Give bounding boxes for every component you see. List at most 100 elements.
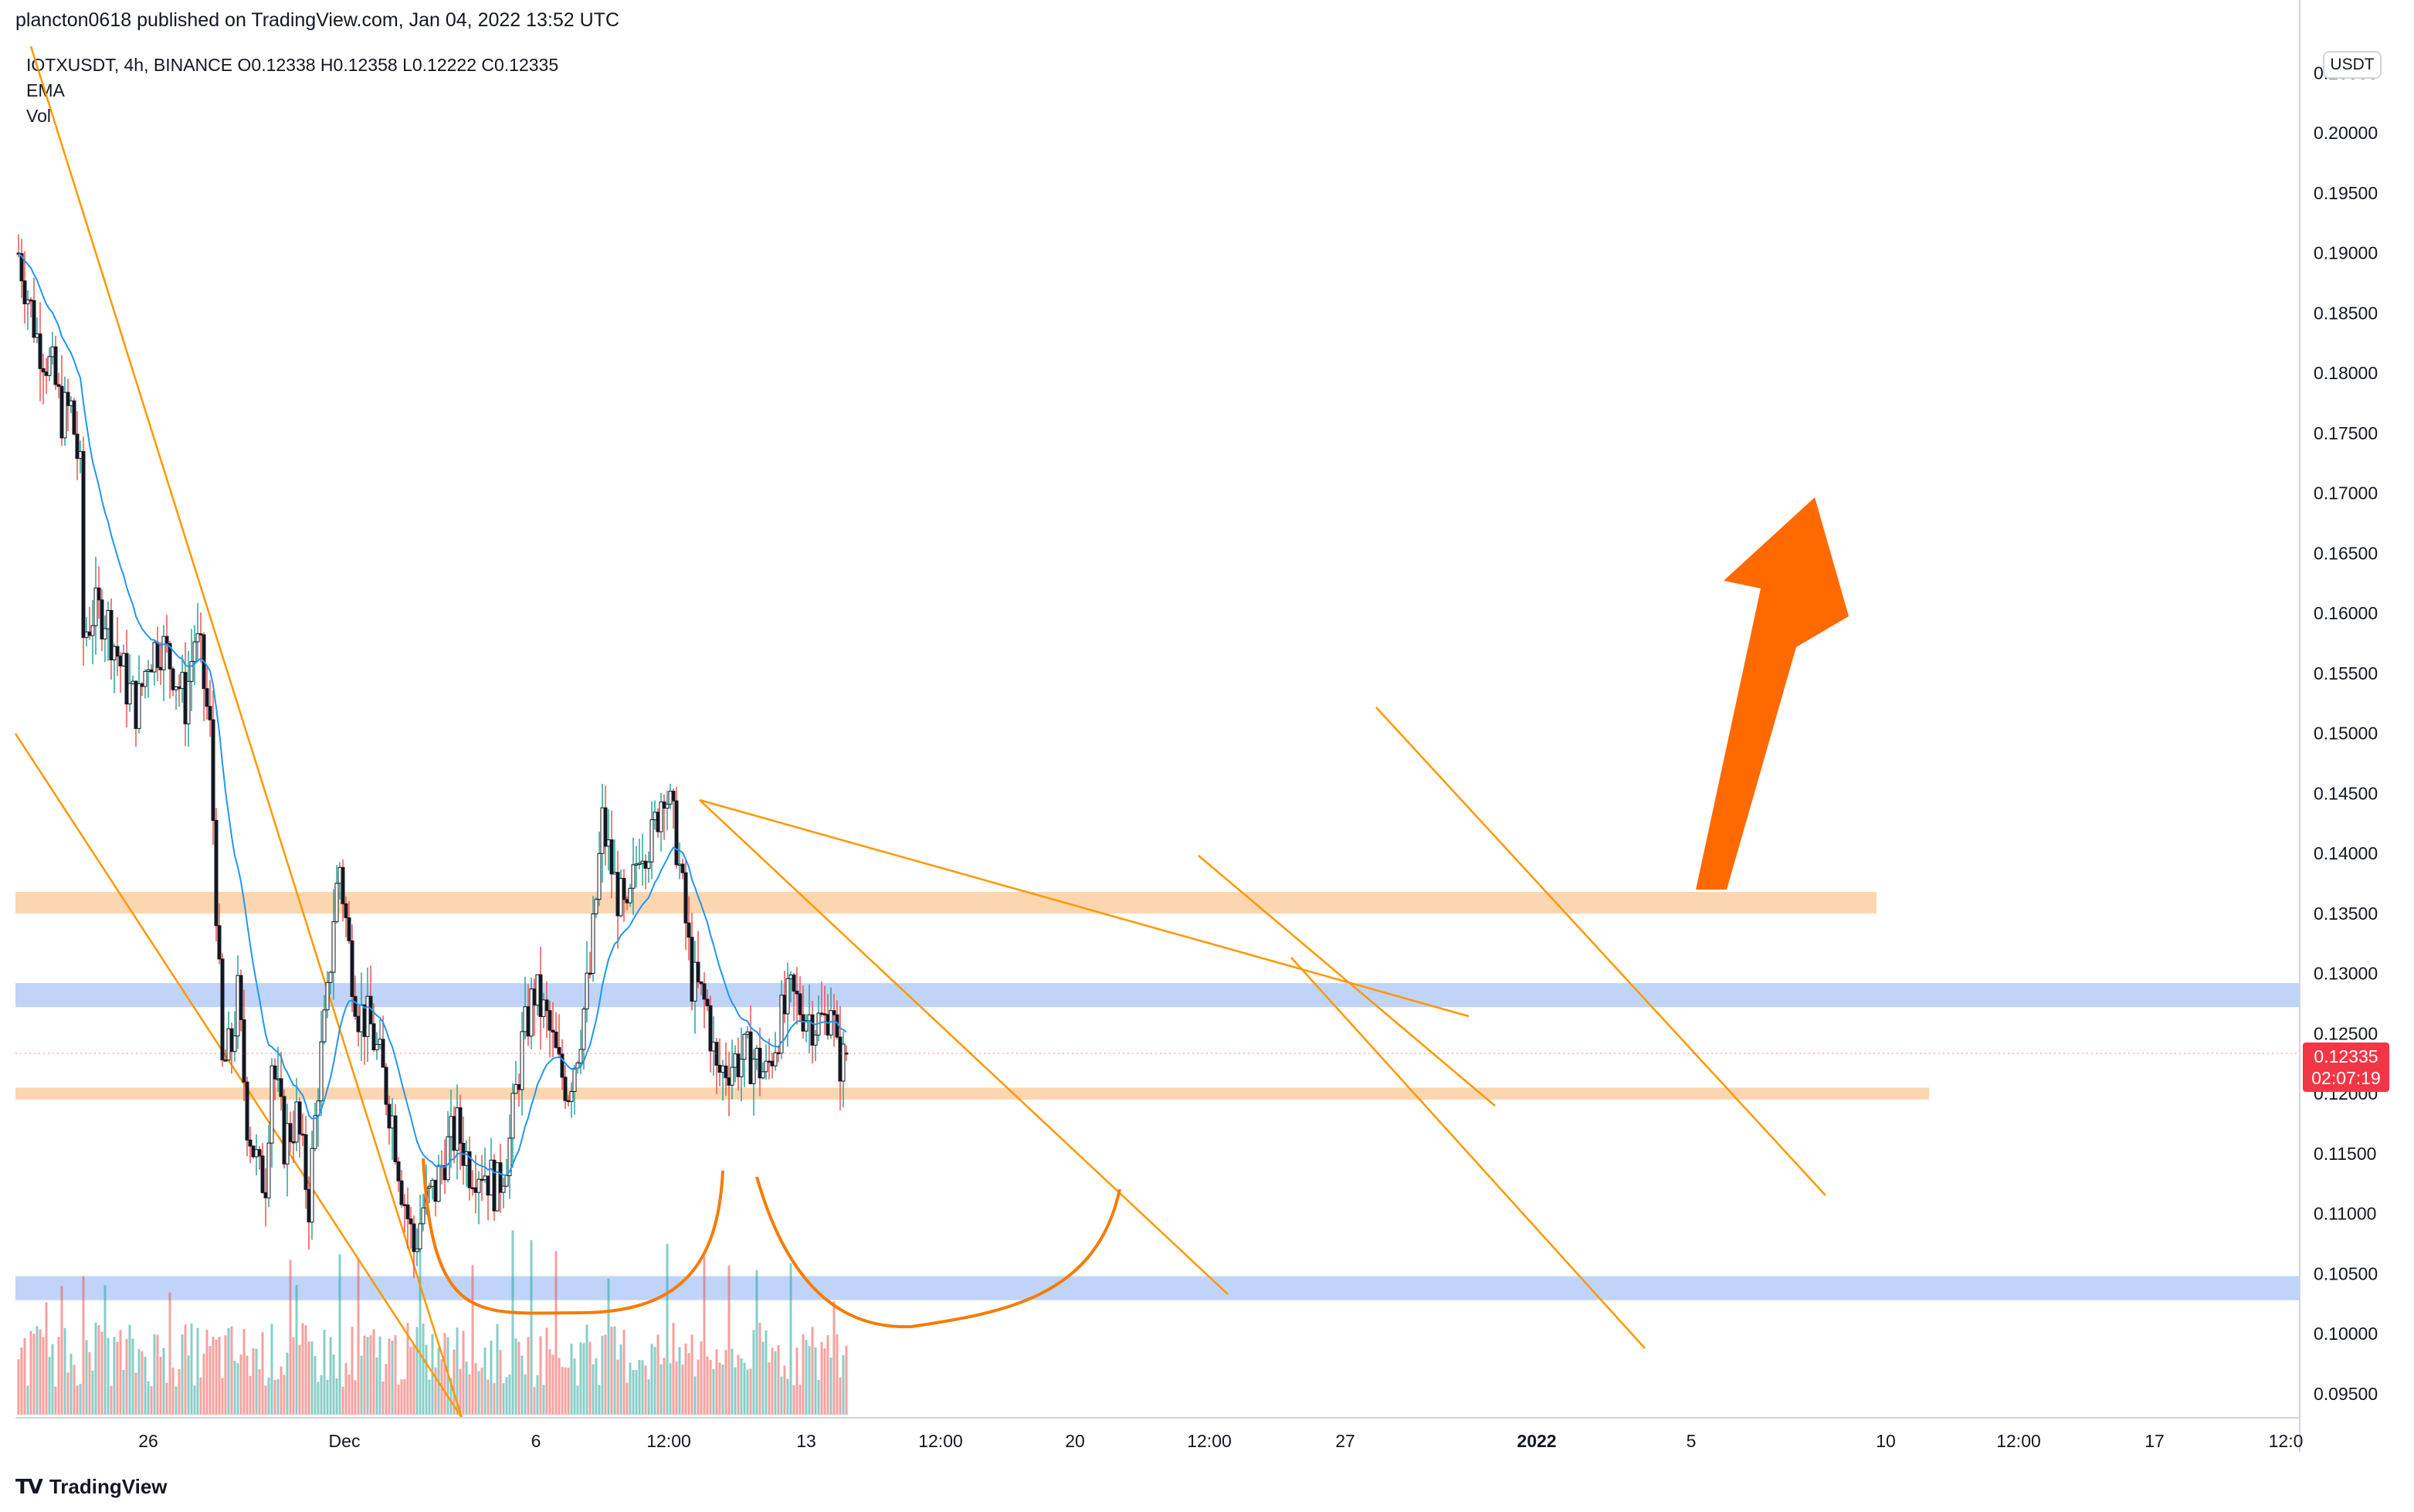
candle bbox=[158, 642, 163, 686]
price-tick-label: 0.09500 bbox=[2314, 1384, 2378, 1404]
candle bbox=[375, 1032, 379, 1060]
volume-bar bbox=[632, 1370, 635, 1415]
volume-bar bbox=[422, 1323, 425, 1415]
candle-body bbox=[251, 1145, 256, 1158]
zone-support-blue bbox=[15, 1276, 2300, 1300]
candle-body bbox=[232, 1036, 237, 1053]
candle-body bbox=[597, 853, 602, 900]
volume-bar bbox=[734, 1367, 737, 1415]
volume-bar bbox=[656, 1334, 659, 1415]
candle bbox=[476, 1171, 481, 1225]
candle-body bbox=[121, 653, 126, 666]
volume-bar bbox=[687, 1353, 690, 1415]
symbol-ohlc-line[interactable]: IOTXUSDT, 4h, BINANCE O0.12338 H0.12358 … bbox=[26, 55, 559, 75]
candle-body bbox=[66, 392, 70, 406]
candle-body bbox=[412, 1223, 416, 1253]
candle bbox=[75, 411, 80, 480]
volume-bar bbox=[239, 1354, 242, 1415]
candle-body bbox=[551, 1029, 555, 1032]
candle bbox=[29, 297, 33, 317]
candle-body bbox=[538, 974, 543, 1017]
candle-body bbox=[211, 719, 215, 821]
candle-body bbox=[727, 1077, 731, 1086]
candle-body bbox=[690, 937, 694, 1002]
candle bbox=[514, 1060, 518, 1094]
volume-bar bbox=[307, 1341, 310, 1415]
candle bbox=[72, 398, 76, 436]
volume-bar bbox=[663, 1358, 666, 1415]
candle-body bbox=[220, 958, 225, 1061]
candle bbox=[205, 666, 209, 720]
volume-bar bbox=[798, 1384, 802, 1415]
candle-body bbox=[569, 1091, 574, 1102]
candle bbox=[245, 1076, 249, 1157]
candle bbox=[78, 440, 83, 473]
candle bbox=[100, 588, 104, 652]
volume-bar bbox=[499, 1350, 502, 1415]
candle bbox=[232, 1011, 237, 1063]
candle-body bbox=[239, 975, 243, 1020]
candle-body bbox=[773, 1052, 778, 1066]
candle bbox=[137, 655, 141, 734]
volume-bar bbox=[780, 1376, 783, 1415]
candle-body bbox=[717, 1064, 722, 1073]
candle bbox=[498, 1144, 503, 1213]
candle bbox=[489, 1137, 493, 1196]
left-shoulder-curve bbox=[422, 1158, 724, 1315]
candle-body bbox=[510, 1093, 515, 1139]
volume-bar bbox=[184, 1324, 187, 1415]
time-tick-label: Dec bbox=[329, 1431, 361, 1451]
volume-bar bbox=[453, 1349, 456, 1415]
tradingview-logo[interactable]: TV TradingView bbox=[15, 1475, 168, 1499]
candle bbox=[300, 1113, 305, 1146]
volume-bar bbox=[171, 1368, 175, 1415]
volume-bar bbox=[178, 1369, 181, 1415]
candle bbox=[804, 1014, 809, 1042]
volume-bar bbox=[428, 1379, 431, 1415]
volume-bar bbox=[181, 1334, 184, 1415]
candle bbox=[161, 625, 166, 701]
time-tick-label: 2022 bbox=[1517, 1431, 1556, 1451]
volume-bar bbox=[678, 1347, 681, 1415]
candle-body bbox=[782, 995, 787, 1015]
volume-bar bbox=[187, 1355, 190, 1415]
volume-bar bbox=[805, 1340, 808, 1415]
candle-body bbox=[127, 683, 132, 705]
volume-bar bbox=[666, 1243, 669, 1415]
tradingview-brand-text: TradingView bbox=[49, 1475, 168, 1498]
candle-body bbox=[504, 1175, 509, 1187]
candle-body bbox=[523, 1006, 527, 1032]
volume-bar bbox=[39, 1329, 42, 1415]
candle-body bbox=[798, 993, 802, 1015]
volume-bar bbox=[258, 1369, 261, 1415]
time-tick-label: 27 bbox=[1335, 1431, 1355, 1451]
candle bbox=[263, 1168, 268, 1227]
candle bbox=[214, 808, 219, 942]
candle-body bbox=[643, 860, 648, 869]
volume-bar bbox=[795, 1348, 798, 1415]
candle bbox=[322, 995, 327, 1045]
candle-body bbox=[761, 1071, 765, 1079]
volume-bar bbox=[381, 1381, 385, 1415]
candle-body bbox=[371, 1023, 376, 1050]
candle bbox=[198, 612, 203, 663]
candle-body bbox=[263, 1192, 268, 1198]
candle bbox=[149, 664, 154, 673]
candle bbox=[402, 1194, 407, 1232]
volume-bar bbox=[477, 1371, 480, 1415]
candle bbox=[551, 1002, 555, 1057]
candle bbox=[127, 654, 132, 712]
candle-body bbox=[174, 687, 178, 690]
volume-bar bbox=[425, 1344, 428, 1415]
candle-body bbox=[427, 1185, 432, 1188]
volume-bar bbox=[372, 1329, 375, 1415]
candle bbox=[84, 617, 89, 647]
volume-bar bbox=[539, 1336, 542, 1415]
currency-selector-button[interactable]: USDT bbox=[2323, 51, 2382, 79]
volume-bar bbox=[110, 1385, 113, 1415]
volume-indicator-label[interactable]: Vol bbox=[26, 106, 51, 126]
candle-body bbox=[841, 1043, 846, 1082]
zone-support-orange bbox=[15, 1087, 1929, 1100]
candle-body bbox=[804, 1020, 809, 1032]
